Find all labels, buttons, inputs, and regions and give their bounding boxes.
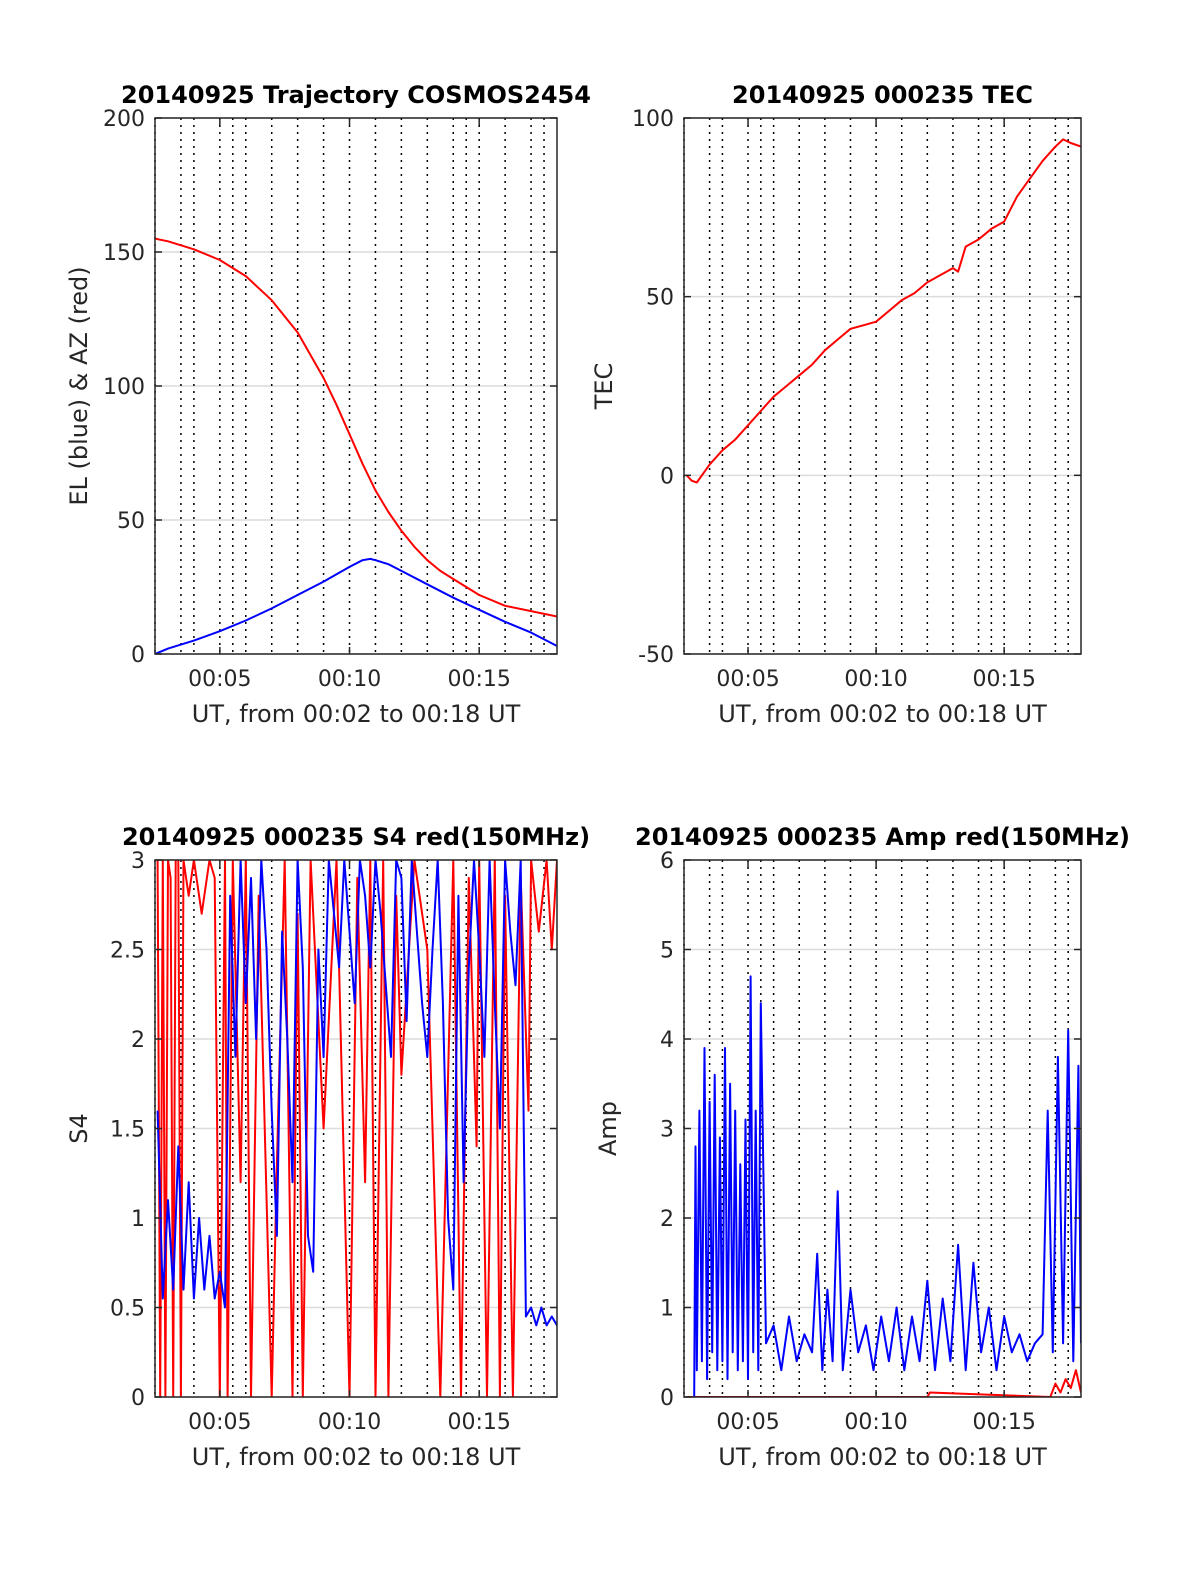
series-group	[156, 860, 557, 1397]
blue-series-line	[693, 975, 1081, 1397]
x-tick-label: 00:15	[447, 1410, 510, 1435]
trajectory-panel: 0 50 100 150 200 00:05 00:10 00:15 20140925 Traj…	[65, 81, 591, 728]
x-tick-label: 00:10	[318, 667, 381, 692]
x-axis-label: UT, from 00:02 to 00:18 UT	[192, 1443, 521, 1471]
x-tick-label: 00:10	[844, 667, 907, 692]
y-tick-label: 1.5	[110, 1118, 145, 1143]
x-tick-label: 00:05	[188, 667, 251, 692]
x-tick-label: 00:05	[188, 1410, 251, 1435]
x-axis-label: UT, from 00:02 to 00:18 UT	[192, 700, 521, 728]
chart-title: 20140925 000235 Amp red(150MHz)	[635, 823, 1130, 851]
y-tick-label: 0.5	[110, 1297, 145, 1322]
y-axis-label: EL (blue) & AZ (red)	[65, 266, 93, 505]
y-tick-label: 200	[103, 107, 145, 132]
y-tick-label: 0	[131, 643, 145, 668]
axes-box	[683, 117, 1082, 655]
y-axis-label: S4	[65, 1113, 93, 1144]
y-tick-label: 3	[131, 849, 145, 874]
y-tick-label: 50	[646, 286, 674, 311]
y-tick-label: 150	[103, 241, 145, 266]
y-tick-label: 0	[660, 1386, 674, 1411]
x-tick-label: 00:15	[447, 667, 510, 692]
y-tick-label: -50	[638, 643, 674, 668]
x-tick-label: 00:05	[716, 1410, 779, 1435]
x-tick-label: 00:15	[972, 1410, 1035, 1435]
x-tick-label: 00:10	[318, 1410, 381, 1435]
chart-title: 20140925 000235 S4 red(150MHz)	[122, 823, 590, 851]
blue-series-line	[155, 557, 557, 654]
y-tick-label: 3	[660, 1118, 674, 1143]
y-tick-label: 50	[117, 509, 145, 534]
x-tick-label: 00:05	[716, 667, 779, 692]
y-axis-label: Amp	[594, 1101, 622, 1156]
chart-title: 20140925 Trajectory COSMOS2454	[121, 81, 591, 109]
amp-panel: 0 1 2 3 4 5 6 00:05 00:10 00:15 20140925 000235 Am…	[594, 823, 1130, 1471]
series-group	[685, 138, 1081, 484]
y-axis-label: TEC	[590, 363, 618, 411]
y-tick-label: 2	[660, 1207, 674, 1232]
y-tick-label: 100	[632, 107, 674, 132]
y-tick-label: 6	[660, 849, 674, 874]
x-tick-label: 00:15	[972, 667, 1035, 692]
red-series-line	[155, 237, 557, 618]
y-tick-label: 1	[131, 1207, 145, 1232]
y-tick-label: 4	[660, 1028, 674, 1053]
x-tick-label: 00:10	[844, 1410, 907, 1435]
y-tick-label: 0	[660, 464, 674, 489]
x-axis-label: UT, from 00:02 to 00:18 UT	[718, 700, 1047, 728]
red-series-line	[685, 138, 1081, 484]
blue-series-line	[156, 860, 557, 1327]
red-series-line	[686, 1369, 1081, 1397]
y-tick-label: 100	[103, 375, 145, 400]
y-tick-label: 5	[660, 939, 674, 964]
series-group	[686, 975, 1081, 1397]
y-tick-label: 0	[131, 1386, 145, 1411]
series-group	[155, 237, 557, 654]
chart-title: 20140925 000235 TEC	[732, 81, 1033, 109]
y-tick-label: 2	[131, 1028, 145, 1053]
tec-panel: -50 0 50 100 00:05 00:10 00:15 20140925 000235 …	[590, 81, 1082, 728]
y-tick-label: 2.5	[110, 939, 145, 964]
x-axis-label: UT, from 00:02 to 00:18 UT	[718, 1443, 1047, 1471]
s4-panel: 0 0.5 1 1.5 2 2.5 3 00:05 00:10 00:15 20140925 000…	[65, 823, 590, 1471]
y-tick-label: 1	[660, 1297, 674, 1322]
